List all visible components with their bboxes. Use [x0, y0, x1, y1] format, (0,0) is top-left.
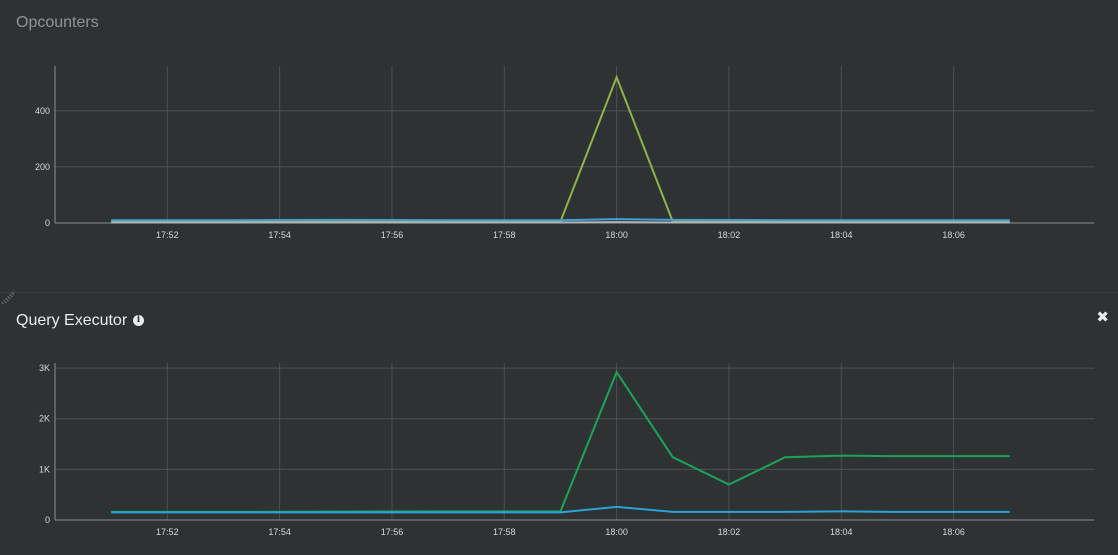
y-tick-label: 0 — [45, 515, 50, 525]
x-tick-label: 18:00 — [605, 527, 628, 537]
series-line-2 — [111, 219, 1010, 220]
x-tick-label: 18:06 — [942, 230, 965, 240]
x-tick-label: 17:56 — [381, 230, 404, 240]
x-tick-label: 18:02 — [718, 230, 741, 240]
series-line-1 — [111, 372, 1010, 512]
x-tick-label: 18:02 — [718, 527, 741, 537]
x-tick-label: 17:58 — [493, 230, 516, 240]
y-tick-label: 2K — [39, 414, 50, 424]
x-tick-label: 17:52 — [156, 230, 179, 240]
series-line-1 — [111, 77, 1010, 221]
x-tick-label: 18:00 — [605, 230, 628, 240]
y-tick-label: 0 — [45, 218, 50, 228]
x-tick-label: 17:52 — [156, 527, 179, 537]
query-executor-chart: 17:52 17:54 17:56 17:58 18:00 18:02 18:04 18:06… — [0, 292, 1118, 554]
x-tick-label: 18:06 — [942, 527, 965, 537]
x-tick-label: 17:56 — [381, 527, 404, 537]
x-tick-label: 17:58 — [493, 527, 516, 537]
y-tick-label: 3K — [39, 363, 50, 373]
y-tick-label: 1K — [39, 464, 50, 474]
y-tick-label: 200 — [35, 162, 50, 172]
x-tick-label: 18:04 — [830, 230, 853, 240]
y-tick-label: 400 — [35, 106, 50, 116]
opcounters-chart: 17:52 17:54 17:56 17:58 18:00 18:02 18:04 18:06… — [0, 0, 1118, 290]
x-tick-label: 17:54 — [268, 527, 291, 537]
x-tick-label: 17:54 — [268, 230, 291, 240]
x-tick-label: 18:04 — [830, 527, 853, 537]
